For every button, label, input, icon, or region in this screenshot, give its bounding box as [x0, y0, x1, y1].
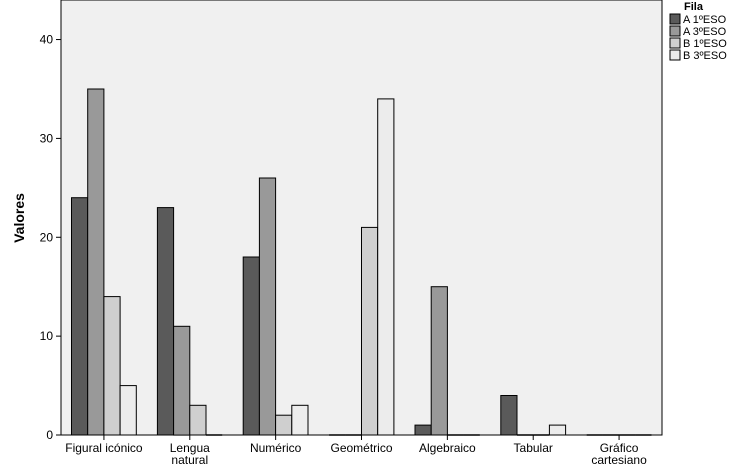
bar [87, 88, 105, 436]
legend-swatch [669, 25, 681, 37]
x-tick-label: Figural icónico [65, 441, 143, 455]
bar [71, 197, 89, 436]
bar [119, 385, 137, 436]
x-tick-label: Tabular [514, 441, 553, 455]
y-tick-label: 30 [40, 131, 54, 145]
bar [189, 404, 207, 436]
bars-group [71, 88, 652, 436]
y-axis-title: Valores [11, 193, 27, 243]
bar [361, 226, 379, 436]
bar [430, 286, 448, 436]
x-tick-label: Numérico [250, 441, 302, 455]
y-axis: 0 10 20 30 40 [40, 33, 61, 442]
bar [548, 424, 567, 436]
y-tick-label: 0 [46, 428, 53, 442]
bar [173, 325, 191, 436]
x-tick-label: Lengua natural [170, 441, 210, 467]
bar [500, 395, 518, 436]
bar [275, 414, 293, 436]
bar [103, 296, 121, 436]
legend-swatch [669, 13, 681, 25]
legend-swatch [669, 37, 681, 49]
bar [258, 177, 277, 436]
bar [414, 424, 432, 436]
x-tick-label: Algebraico [419, 441, 476, 455]
legend-label: B 1ºESO [683, 38, 727, 50]
legend-swatch [669, 49, 681, 61]
legend-title: Fila [684, 1, 704, 13]
x-axis: Figural icónico Lengua natural Numérico Geom… [65, 435, 647, 467]
y-tick-label: 10 [40, 329, 54, 343]
bar [156, 207, 175, 436]
y-tick-label: 40 [40, 33, 54, 47]
x-tick-label: Geométrico [330, 441, 392, 455]
x-tick-label: Gráfico cartesiano [591, 441, 647, 467]
legend-label: B 3ºESO [683, 50, 727, 62]
legend-label: A 1ºESO [683, 14, 727, 26]
bar [242, 256, 260, 436]
legend-label: A 3ºESO [683, 26, 727, 38]
bar [291, 404, 309, 436]
bar [377, 98, 395, 436]
y-tick-label: 20 [40, 230, 54, 244]
